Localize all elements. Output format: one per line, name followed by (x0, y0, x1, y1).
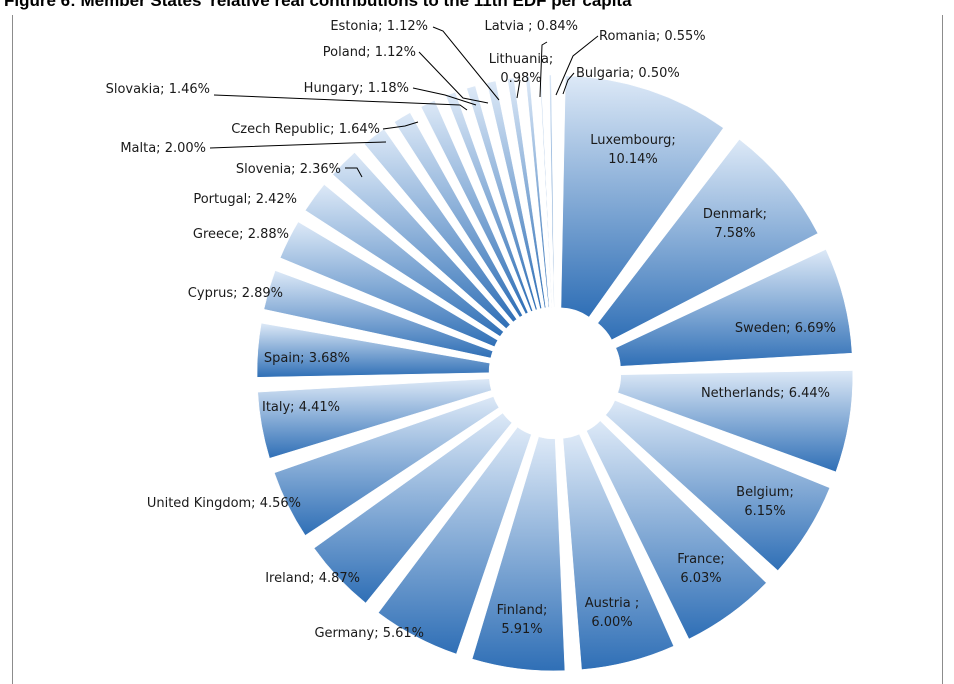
leader-line-latvia (539, 41, 548, 98)
pie-slice-belgium (605, 400, 831, 571)
data-label-slovenia: Slovenia; 2.36% (236, 162, 341, 177)
pie-slice-lithuania (507, 77, 547, 309)
pie-slice-latvia (525, 75, 550, 308)
data-label-luxembourg: Luxembourg; 10.14% (590, 133, 675, 167)
pie-slice-czech-republic (394, 112, 523, 318)
leader-line-lithuania (516, 79, 521, 99)
data-label-lithuania: Lithuania; 0.98% (489, 52, 554, 86)
pie-slice-france (586, 420, 767, 640)
pie-slice-poland (466, 85, 538, 311)
pie-slice-luxembourg (560, 75, 724, 318)
pie-slice-slovakia (420, 100, 529, 315)
pie-slice-cyprus (263, 270, 494, 359)
data-label-austria: Austria ; 6.00% (585, 596, 639, 630)
leader-line-slovakia (213, 94, 468, 111)
pie-slice-spain (256, 322, 491, 378)
data-label-denmark: Denmark; 7.58% (703, 207, 767, 241)
pie-slice-bulgaria (549, 74, 555, 308)
pie-slice-slovenia (332, 152, 511, 329)
data-label-latvia: Latvia ; 0.84% (484, 19, 578, 34)
leader-line-romania (555, 35, 599, 96)
leader-line-slovenia (345, 167, 363, 178)
pie-slice-austria (562, 433, 675, 670)
pie-slice-greece (279, 221, 499, 348)
leader-line-hungary (412, 87, 477, 106)
pie-slice-germany (378, 426, 532, 655)
data-label-portugal: Portugal; 2.42% (193, 192, 297, 207)
pie-slice-estonia (486, 80, 542, 310)
pie-slice-finland (471, 436, 566, 672)
chart-frame (12, 15, 943, 684)
data-label-belgium: Belgium; 6.15% (736, 485, 794, 519)
leader-line-bulgaria (562, 72, 575, 95)
pie-slice-united-kingdom (274, 396, 500, 536)
pie-slice-portugal (304, 184, 504, 337)
data-label-poland: Poland; 1.12% (323, 45, 416, 60)
pie-slice-denmark (597, 138, 819, 341)
pie-slice-netherlands (617, 370, 853, 473)
pie-slice-italy (257, 378, 492, 459)
data-label-ireland: Ireland; 4.87% (265, 571, 360, 586)
data-label-germany: Germany; 5.61% (314, 626, 424, 641)
data-label-cyprus: Cyprus; 2.89% (188, 286, 283, 301)
data-label-finland: Finland; 5.91% (497, 603, 548, 637)
data-label-france: France; 6.03% (677, 552, 725, 586)
data-label-romania: Romania; 0.55% (599, 29, 706, 44)
data-label-spain: Spain; 3.68% (264, 351, 350, 366)
data-label-malta: Malta; 2.00% (120, 141, 206, 156)
data-label-estonia: Estonia; 1.12% (330, 19, 428, 34)
leader-line-czech-republic (382, 121, 419, 130)
data-label-bulgaria: Bulgaria; 0.50% (576, 66, 680, 81)
data-label-slovakia: Slovakia; 1.46% (106, 82, 210, 97)
data-label-italy: Italy; 4.41% (262, 400, 340, 415)
data-label-united-kingdom: United Kingdom; 4.56% (147, 496, 301, 511)
data-label-hungary: Hungary; 1.18% (304, 81, 409, 96)
figure-title: Figure 6: Member States' relative real c… (4, 0, 632, 10)
pie-slice-ireland (313, 412, 513, 604)
pie-slice-sweden (615, 249, 853, 367)
leader-line-poland (418, 51, 489, 104)
data-label-czech-republic: Czech Republic; 1.64% (231, 122, 380, 137)
leader-line-estonia (432, 26, 500, 101)
data-label-sweden: Sweden; 6.69% (735, 321, 836, 336)
data-label-greece: Greece; 2.88% (193, 227, 289, 242)
leader-line-malta (209, 141, 387, 149)
data-label-netherlands: Netherlands; 6.44% (701, 386, 830, 401)
